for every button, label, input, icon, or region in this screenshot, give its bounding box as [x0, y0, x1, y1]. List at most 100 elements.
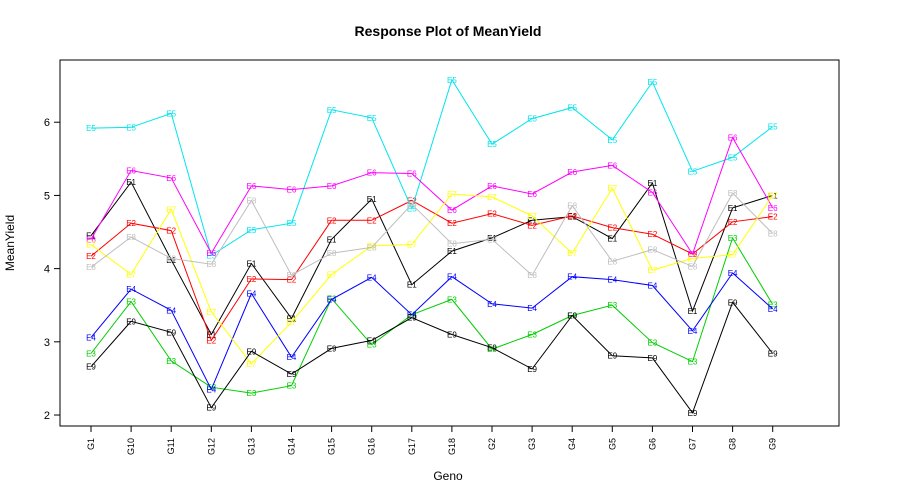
y-tick-label: 4	[44, 264, 50, 276]
point-label: E8	[728, 189, 738, 198]
point-label: E7	[327, 270, 337, 279]
series-line-e6	[90, 136, 774, 256]
point-label: E1	[487, 234, 497, 243]
point-label: E4	[567, 273, 577, 282]
point-label: E4	[688, 327, 698, 336]
series-e5: E5 E5 E5 E5 E5 E5 E5 E5 E5 E5 E5 E5 E5 E5 E5 E5 E5 E5	[86, 76, 778, 261]
point-label: E5	[166, 109, 176, 118]
series-line-e7	[90, 187, 774, 365]
y-tick-label: 2	[44, 410, 50, 422]
point-label: E2	[126, 219, 136, 228]
point-label: E1	[126, 178, 136, 187]
point-label: E4	[86, 333, 96, 342]
point-label: E3	[728, 234, 738, 243]
point-label: E1	[287, 314, 297, 323]
point-label: E6	[327, 182, 337, 191]
point-label: E6	[166, 174, 176, 183]
point-label: E9	[86, 363, 96, 372]
point-label: E4	[206, 385, 216, 394]
point-label: E7	[206, 308, 216, 317]
point-label: E5	[86, 124, 96, 133]
point-label: E2	[728, 218, 738, 227]
point-label: E9	[607, 352, 617, 361]
point-label: E9	[567, 311, 577, 320]
x-axis-label: Geno	[433, 469, 463, 483]
point-label: E2	[487, 210, 497, 219]
point-label: E2	[527, 221, 537, 230]
point-label: E2	[287, 276, 297, 285]
point-label: E8	[567, 202, 577, 211]
point-label: E6	[447, 206, 457, 215]
point-label: E9	[327, 344, 337, 353]
point-label: E4	[768, 305, 778, 314]
series-e6: E6 E6 E6 E6 E6 E6 E6 E6 E6 E6 E6 E6 E6 E6 E6 E6 E6 E6	[86, 134, 778, 259]
chart-title: Response Plot of MeanYield	[355, 23, 542, 39]
point-label: E5	[126, 123, 136, 132]
point-label: E8	[367, 243, 377, 252]
point-label: E7	[527, 212, 537, 221]
point-label: E5	[527, 115, 537, 124]
point-label: E2	[648, 230, 658, 239]
plot-frame	[59, 59, 840, 427]
point-label: E3	[126, 298, 136, 307]
point-label: E3	[367, 341, 377, 350]
point-label: E8	[86, 263, 96, 272]
point-label: E5	[768, 123, 778, 132]
x-axis: G1 G10 G11 G12 G13 G14 G15 G16 G17 G18 G2 G3 G4 G5 G6 G…	[86, 426, 778, 455]
point-label: E9	[287, 370, 297, 379]
x-tick-label: G13	[246, 438, 256, 455]
point-label: E7	[166, 205, 176, 214]
point-label: E2	[86, 252, 96, 261]
point-label: E7	[407, 240, 417, 249]
point-label: E8	[126, 233, 136, 242]
x-tick-label: G7	[688, 438, 698, 450]
point-label: E3	[166, 357, 176, 366]
point-label: E9	[487, 344, 497, 353]
x-tick-label: G14	[287, 438, 297, 455]
point-label: E6	[487, 182, 497, 191]
point-label: E1	[86, 232, 96, 241]
point-label: E2	[247, 275, 257, 284]
point-label: E3	[86, 350, 96, 359]
point-label: E9	[688, 409, 698, 418]
point-label: E6	[206, 249, 216, 258]
point-label: E5	[607, 136, 617, 145]
point-label: E1	[206, 331, 216, 340]
point-label: E3	[688, 358, 698, 367]
x-tick-label: G2	[487, 438, 497, 450]
x-tick-label: G17	[407, 438, 417, 455]
point-label: E3	[768, 300, 778, 309]
x-tick-label: G18	[447, 438, 457, 455]
point-label: E2	[567, 212, 577, 221]
x-tick-label: G12	[206, 438, 216, 455]
point-label: E5	[247, 226, 257, 235]
point-label: E4	[648, 281, 658, 290]
point-label: E9	[407, 314, 417, 323]
point-label: E6	[648, 188, 658, 197]
point-label: E9	[247, 347, 257, 356]
series-line-e4	[90, 272, 774, 391]
point-label: E5	[567, 104, 577, 113]
point-label: E6	[688, 250, 698, 259]
point-label: E9	[768, 350, 778, 359]
point-label: E8	[688, 262, 698, 271]
point-label: E6	[768, 204, 778, 213]
point-label: E7	[728, 251, 738, 260]
point-label: E3	[527, 331, 537, 340]
point-label: E4	[126, 285, 136, 294]
series-line-e1	[90, 181, 773, 336]
point-label: E9	[527, 365, 537, 374]
point-label: E9	[126, 317, 136, 326]
y-tick-label: 6	[44, 117, 50, 129]
point-label: E4	[407, 311, 417, 320]
point-label: E7	[607, 184, 617, 193]
point-label: E7	[688, 254, 698, 263]
point-label: E9	[648, 354, 658, 363]
point-label: E1	[407, 281, 417, 290]
x-tick-label: G9	[768, 438, 778, 450]
point-label: E7	[287, 318, 297, 327]
x-tick-label: G16	[367, 438, 377, 455]
series-e9: E9 E9 E9 E9 E9 E9 E9 E9 E9 E9 E9 E9 E9 E9 E9 E9 E9 E9	[86, 298, 778, 418]
point-label: E2	[166, 227, 176, 236]
